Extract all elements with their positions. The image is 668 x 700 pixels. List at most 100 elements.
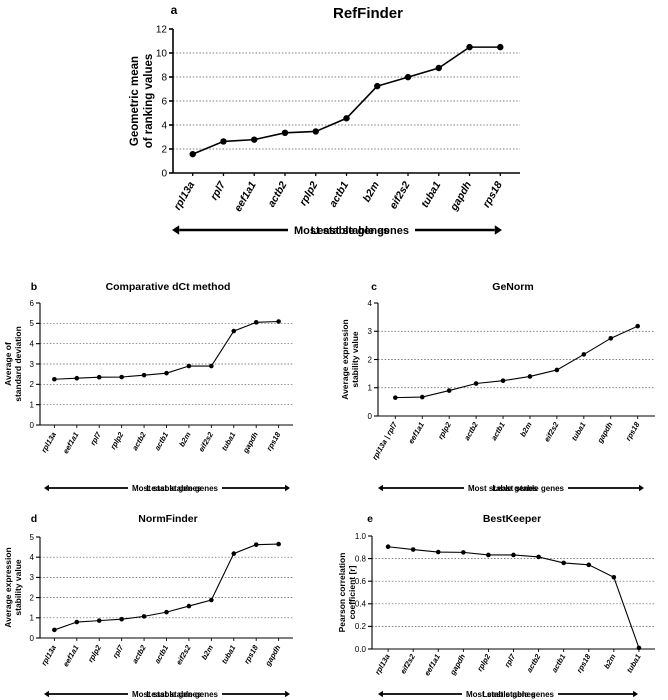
chart-b-data-point-5: [164, 370, 169, 376]
chart-a-category-label-4: rplp2: [297, 179, 320, 207]
chart-b-most-stable-arrow: [44, 484, 128, 492]
chart-a-category-label-9: gapdh: [447, 180, 474, 214]
chart-e-title: BestKeeper: [483, 513, 541, 525]
chart-e-data-point-3: [461, 550, 466, 555]
chart-c-category-label-0: rpl13a | rpl7: [370, 420, 399, 462]
chart-e-most-stable-arrow: [378, 690, 462, 698]
chart-b-data-point-2: [96, 374, 102, 380]
chart-c-most-stable-label: Most stable genes: [468, 484, 538, 493]
chart-d-least-stable-arrow-head: [285, 690, 290, 698]
chart-d-data-point-6: [186, 603, 192, 609]
chart-a-most-stable-arrow: [172, 225, 288, 235]
chart-e-category-label-7: actb1: [550, 653, 568, 674]
chart-d-ylabel-line-1: stability value: [13, 559, 23, 615]
chart-a-category-label-3: actb2: [265, 179, 289, 209]
chart-c-data-point-2: [446, 388, 452, 393]
chart-c-least-stable-label: Least stable genes: [492, 484, 564, 493]
chart-e-category-label-9: b2m: [602, 652, 618, 670]
chart-b-category-label-10: rps18: [265, 430, 283, 453]
chart-e-data-point-8: [586, 562, 592, 568]
chart-c-category-label-2: rplp2: [436, 420, 453, 441]
chart-b-data-point-8: [231, 328, 237, 334]
chart-b-ytick-label-2: 2: [30, 380, 35, 389]
chart-a-category-label-6: b2m: [361, 180, 382, 205]
chart-d-ytick-label-0: 0: [30, 634, 35, 643]
chart-e-data-point-4: [486, 552, 491, 558]
chart-a-category-label-2: eef1a1: [232, 179, 259, 213]
chart-a-data-point-7: [404, 73, 412, 81]
chart-d-data-point-10: [276, 541, 281, 547]
chart-e-ylabel-line-1: coefficient [r]: [347, 565, 357, 619]
chart-a-data-point-8: [435, 64, 442, 72]
chart-d-most-stable-label: Most stable genes: [132, 690, 202, 699]
chart-a-category-label-7: eif2s2: [387, 179, 412, 211]
chart-e-data-point-6: [536, 554, 541, 560]
chart-e-data-point-10: [636, 645, 642, 651]
chart-b-data-point-9: [253, 320, 259, 325]
chart-a-panel-label: a: [171, 3, 178, 17]
chart-b-data-point-1: [74, 375, 80, 381]
chart-a-title: RefFinder: [333, 5, 403, 22]
chart-a-data-point-5: [343, 115, 350, 122]
chart-b-ytick-label-0: 0: [30, 421, 35, 430]
chart-c-title: GeNorm: [492, 281, 533, 293]
chart-d-data-point-2: [96, 618, 102, 623]
chart-d-data-point-0: [52, 627, 57, 633]
chart-b-ylabel-line-1: standard deviation: [13, 326, 23, 402]
chart-c-category-label-3: actb2: [462, 420, 480, 442]
chart-d-least-stable-label: Least stable genes: [146, 690, 218, 699]
chart-a-most-stable-label: Most stable genes: [294, 225, 389, 237]
chart-e-ytick-label-3: 0.6: [355, 577, 367, 586]
chart-e-ytick-label-4: 0.8: [355, 554, 367, 563]
chart-e-category-label-3: gapdh: [448, 652, 468, 677]
chart-b-category-label-1: eef1a1: [61, 431, 80, 456]
chart-b-category-label-5: actb1: [153, 431, 171, 452]
chart-d-data-point-1: [74, 619, 80, 625]
chart-b-ytick-label-3: 3: [30, 360, 35, 369]
chart-b-data-point-4: [141, 372, 147, 378]
chart-b-category-label-6: b2m: [177, 430, 193, 448]
chart-a-data-point-1: [220, 138, 227, 145]
chart-b-category-label-8: tuba1: [220, 431, 238, 453]
chart-e-category-label-10: tuba1: [625, 653, 643, 675]
chart-e-data-point-7: [561, 560, 566, 566]
chart-b-most-stable-label: Most stable genes: [132, 484, 202, 493]
chart-c-ytick-label-4: 4: [368, 299, 373, 308]
chart-b-category-label-9: gapdh: [240, 430, 260, 455]
chart-c-data-point-1: [419, 394, 425, 400]
chart-b-most-stable-arrow-head: [44, 484, 49, 492]
chart-b-ytick-label-4: 4: [30, 339, 35, 348]
chart-b-ylabel-line-0: Average of: [3, 342, 13, 386]
chart-d-category-label-9: rps18: [242, 643, 260, 666]
chart-e-data-point-5: [511, 552, 516, 558]
chart-e-most-stable-arrow-head: [378, 690, 383, 698]
chart-c-data-point-5: [527, 374, 533, 379]
chart-a-category-label-8: tuba1: [419, 179, 443, 209]
chart-c-ytick-label-0: 0: [368, 412, 373, 421]
chart-e-category-label-6: actb2: [525, 652, 543, 674]
chart-a-data-point-0: [189, 150, 196, 158]
chart-e-data-point-9: [611, 574, 617, 580]
chart-b-data-point-0: [52, 376, 57, 382]
chart-b-least-stable-arrow: [222, 484, 290, 492]
chart-c-data-point-4: [500, 378, 506, 383]
chart-a-data-point-9: [466, 43, 473, 51]
chart-a-ytick-label-4: 8: [161, 73, 167, 84]
chart-a-category-label-1: rpl7: [208, 179, 229, 203]
chart-d-category-label-10: gapdh: [263, 643, 283, 668]
chart-b-least-stable-arrow-head: [285, 484, 290, 492]
chart-c-category-label-7: tuba1: [570, 421, 588, 443]
chart-a-ytick-label-6: 12: [156, 25, 168, 36]
chart-d-least-stable-arrow: [222, 690, 290, 698]
chart-a-most-stable-arrow-head: [172, 225, 180, 235]
chart-c-ytick-label-3: 3: [368, 327, 373, 336]
chart-d-most-stable-arrow-head: [44, 690, 49, 698]
chart-e-panel-label: e: [367, 513, 373, 525]
chart-a-ytick-label-2: 4: [161, 121, 167, 132]
chart-a-data-point-10: [497, 43, 504, 51]
chart-d-panel-label: d: [31, 513, 37, 525]
chart-a-least-stable-arrow: [415, 225, 502, 235]
chart-d-category-label-4: actb2: [130, 643, 148, 665]
chart-e-category-label-8: rps18: [575, 652, 593, 675]
chart-e-data-point-0: [385, 544, 391, 550]
